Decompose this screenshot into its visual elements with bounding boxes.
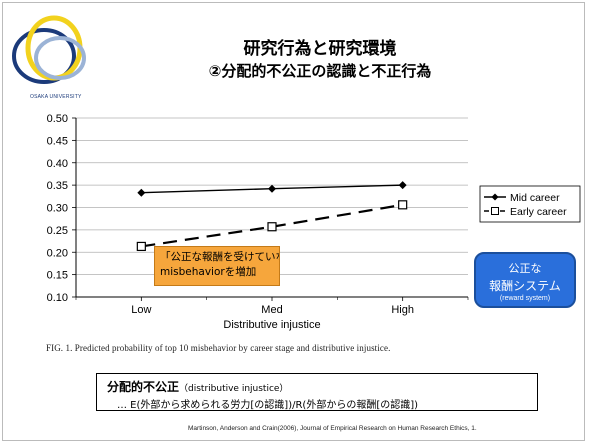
x-tick-label: Low [131,304,151,316]
y-tick-label: 0.45 [47,135,68,147]
data-point [398,200,408,210]
legend-label: Early career [510,206,567,218]
data-point [136,241,146,252]
annotation-callout: 「公正な報酬を受けていない」という認識が misbehaviorを増加 [154,246,280,286]
slide-subtitle: ②分配的不公正の認識と不正行為 [208,62,432,80]
university-logo [12,15,86,84]
data-point [267,222,277,232]
y-tick-label: 0.35 [47,180,68,192]
y-tick-label: 0.30 [47,203,68,215]
y-tick-label: 0.15 [47,270,68,282]
reward-line1: 公正な [508,262,542,275]
y-tick-label: 0.20 [47,247,68,259]
legend-marker [491,207,499,215]
chart-series [136,181,408,252]
callout-line2: misbehaviorを増加 [160,266,257,278]
definition-formula: … E(外部から求められる労力[の認識])/R(外部からの報酬[の認識]) [117,400,419,411]
y-tick-label: 0.25 [47,225,68,237]
figure-caption: FIG. 1. Predicted probability of top 10 … [46,343,391,353]
y-tick-label: 0.40 [47,158,68,170]
citation: Martinson, Anderson and Crain(2006), Jou… [188,425,477,432]
legend-marker [491,193,499,201]
definition-term-en: （distributive injustice） [179,384,289,394]
x-tick-label: Med [261,304,282,316]
callout-line1: 「公正な報酬を受けていない」という認識が [160,251,279,263]
data-point [268,184,276,193]
y-tick-label: 0.50 [47,113,68,125]
reward-system-box: 公正な 報酬システム (reward system) [474,252,576,308]
legend-box [479,185,581,223]
slide-title: 研究行為と研究環境 [243,39,397,59]
reward-line2: 報酬システム [489,279,561,293]
data-point [137,188,146,197]
university-name: OSAKA UNIVERSITY [30,94,82,100]
data-point [398,181,407,190]
legend-label: Mid career [510,192,560,204]
chart-legend: Mid career Early career [479,185,581,223]
y-tick-label: 0.10 [47,292,68,304]
slide-border [2,2,585,441]
definition-term: 分配的不公正 [107,380,180,394]
chart-axes: 0.10 0.15 0.20 0.25 0.30 0.35 0.40 0.45 0.50 Low M… [47,113,469,331]
x-axis-title: Distributive injustice [223,319,320,331]
reward-line3: (reward system) [499,295,551,302]
definition-box: 分配的不公正（distributive injustice） … E(外部から求… [96,373,538,411]
x-tick-label: High [391,304,414,316]
